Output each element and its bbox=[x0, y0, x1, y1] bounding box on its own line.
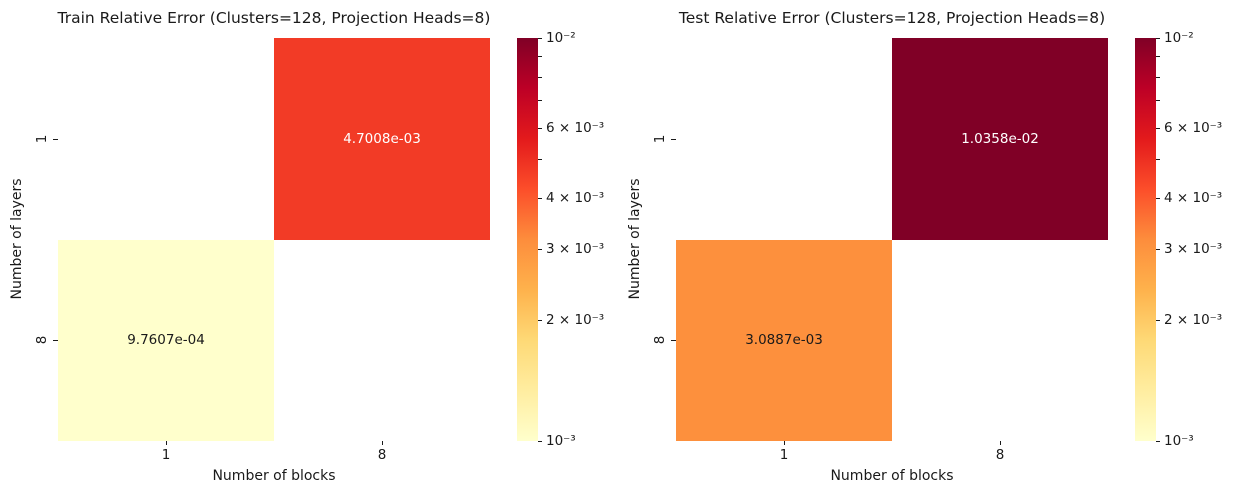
colorbar-tick-label: 10⁻² bbox=[1164, 30, 1194, 46]
colorbar-tick-mark bbox=[1156, 441, 1160, 442]
colorbar-tick-label: 10⁻³ bbox=[1164, 433, 1194, 449]
y-tick-label: 8 bbox=[652, 335, 668, 345]
colorbar-tick-mark bbox=[1156, 249, 1160, 250]
y-tick-mark bbox=[53, 340, 58, 341]
y-tick-mark bbox=[671, 139, 676, 140]
x-tick-mark bbox=[784, 441, 785, 445]
x-axis-label: Number of blocks bbox=[212, 468, 336, 484]
colorbar bbox=[1135, 38, 1156, 441]
colorbar-tick-mark bbox=[538, 77, 542, 78]
x-tick-label: 8 bbox=[377, 447, 387, 463]
y-tick-label: 1 bbox=[652, 134, 668, 144]
y-tick-mark bbox=[671, 340, 676, 341]
colorbar-tick-mark bbox=[538, 128, 542, 129]
plot-title: Train Relative Error (Clusters=128, Proj… bbox=[57, 9, 491, 27]
colorbar-tick-mark bbox=[1156, 77, 1160, 78]
y-tick-label: 1 bbox=[34, 134, 50, 144]
cell-annotation: 4.7008e-03 bbox=[343, 130, 421, 147]
colorbar-tick-mark bbox=[1156, 198, 1160, 199]
heatmap-cell-r8c1: 3.0887e-03 bbox=[676, 239, 892, 441]
x-tick-label: 1 bbox=[161, 447, 171, 463]
plot-title: Test Relative Error (Clusters=128, Proje… bbox=[678, 9, 1106, 27]
colorbar-tick-mark bbox=[1156, 56, 1160, 57]
cell-annotation: 9.7607e-04 bbox=[127, 332, 205, 349]
heatmap-cell-r8c8 bbox=[892, 239, 1108, 441]
colorbar-tick-mark bbox=[538, 159, 542, 160]
colorbar-tick-mark bbox=[538, 100, 542, 101]
colorbar-tick-label: 3 × 10⁻³ bbox=[1164, 241, 1223, 257]
heatmap-axes: 4.7008e-03 9.7607e-04 bbox=[58, 38, 490, 441]
colorbar-tick-mark bbox=[538, 56, 542, 57]
colorbar-tick-mark bbox=[1156, 100, 1160, 101]
colorbar-tick-mark bbox=[538, 198, 542, 199]
y-axis-label: Number of layers bbox=[627, 178, 643, 300]
x-tick-label: 1 bbox=[779, 447, 789, 463]
colorbar bbox=[517, 38, 538, 441]
cell-annotation: 1.0358e-02 bbox=[961, 130, 1039, 147]
colorbar-tick-label: 2 × 10⁻³ bbox=[546, 312, 605, 328]
colorbar-tick-label: 4 × 10⁻³ bbox=[546, 190, 605, 206]
colorbar-tick-label: 6 × 10⁻³ bbox=[1164, 120, 1223, 136]
colorbar-tick-mark bbox=[1156, 128, 1160, 129]
heatmap-axes: 1.0358e-02 3.0887e-03 bbox=[676, 38, 1108, 441]
x-tick-mark bbox=[382, 441, 383, 445]
colorbar-tick-mark bbox=[538, 249, 542, 250]
heatmap-cell-r1c1 bbox=[58, 38, 274, 240]
heatmap-cell-r1c8: 1.0358e-02 bbox=[892, 38, 1108, 240]
y-tick-mark bbox=[53, 139, 58, 140]
x-tick-mark bbox=[166, 441, 167, 445]
y-tick-label: 8 bbox=[34, 335, 50, 345]
colorbar-tick-mark bbox=[538, 38, 542, 39]
colorbar-tick-mark bbox=[538, 441, 542, 442]
x-tick-mark bbox=[1000, 441, 1001, 445]
colorbar-tick-mark bbox=[1156, 320, 1160, 321]
x-tick-label: 8 bbox=[995, 447, 1005, 463]
train-heatmap-panel: Train Relative Error (Clusters=128, Proj… bbox=[9, 9, 605, 484]
y-axis-label: Number of layers bbox=[9, 178, 25, 300]
colorbar-tick-mark bbox=[1156, 159, 1160, 160]
test-heatmap-panel: Test Relative Error (Clusters=128, Proje… bbox=[625, 0, 1250, 500]
cell-annotation: 3.0887e-03 bbox=[745, 332, 823, 349]
colorbar-tick-mark bbox=[538, 320, 542, 321]
heatmap-cell-r1c1 bbox=[676, 38, 892, 240]
colorbar-tick-mark bbox=[1156, 38, 1160, 39]
colorbar-tick-label: 3 × 10⁻³ bbox=[546, 241, 605, 257]
colorbar-tick-label: 10⁻³ bbox=[546, 433, 576, 449]
heatmap-cell-r1c8: 4.7008e-03 bbox=[274, 38, 490, 240]
x-axis-label: Number of blocks bbox=[830, 468, 954, 484]
heatmap-cell-r8c1: 9.7607e-04 bbox=[58, 239, 274, 441]
colorbar-tick-label: 2 × 10⁻³ bbox=[1164, 312, 1223, 328]
colorbar-tick-label: 6 × 10⁻³ bbox=[546, 120, 605, 136]
colorbar-tick-label: 4 × 10⁻³ bbox=[1164, 190, 1223, 206]
colorbar-tick-label: 10⁻² bbox=[546, 30, 576, 46]
heatmap-cell-r8c8 bbox=[274, 239, 490, 441]
